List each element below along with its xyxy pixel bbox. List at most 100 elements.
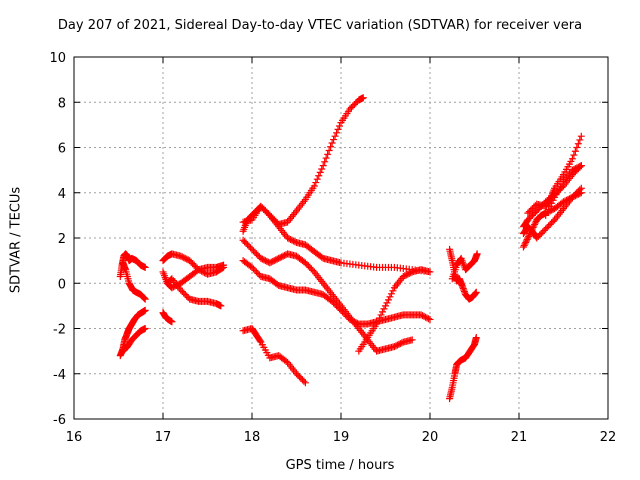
data-point — [177, 286, 185, 294]
data-point — [522, 237, 530, 245]
axis-ticks: 16 17 18 19 20 21 22 -6 -4 -2 0 2 4 6 8 10 — [49, 51, 616, 445]
data-point — [346, 315, 354, 323]
data-point — [254, 269, 262, 277]
series-c5 — [239, 257, 434, 328]
data-point — [263, 208, 271, 216]
data-point — [178, 288, 186, 296]
data-point — [473, 250, 481, 258]
data-point — [545, 205, 553, 213]
data-point — [533, 207, 541, 215]
x-tick-label: 18 — [244, 430, 261, 445]
data-point — [570, 165, 578, 173]
data-point — [352, 99, 360, 107]
data-point — [570, 192, 578, 200]
data-point — [267, 258, 275, 266]
data-point — [276, 254, 284, 262]
data-point — [531, 208, 539, 216]
x-tick-label: 16 — [66, 430, 83, 445]
data-point — [420, 312, 428, 320]
data-point — [217, 302, 225, 310]
y-tick-label: -2 — [53, 323, 66, 338]
data-point — [178, 253, 186, 261]
data-point — [571, 165, 579, 173]
data-point — [523, 236, 531, 244]
data-point — [568, 155, 576, 163]
data-point — [258, 255, 266, 263]
data-point — [247, 244, 255, 252]
data-point — [275, 254, 283, 262]
data-point — [531, 220, 539, 228]
series-a1 — [116, 306, 149, 360]
data-point — [270, 257, 278, 265]
data-point — [346, 105, 354, 113]
data-point — [382, 302, 389, 310]
data-point — [525, 214, 533, 222]
data-point — [249, 265, 257, 273]
data-point — [252, 268, 260, 276]
y-axis-label: SDTVAR / TECUs — [8, 186, 24, 294]
data-point — [186, 257, 194, 265]
data-point — [542, 211, 550, 219]
data-point — [392, 342, 400, 350]
data-point — [531, 219, 539, 227]
series-d1 — [446, 334, 480, 403]
data-point — [287, 236, 295, 244]
data-point — [528, 211, 536, 219]
data-point — [389, 287, 397, 295]
series-d3 — [448, 250, 481, 283]
data-point — [527, 213, 535, 221]
data-point — [273, 255, 281, 263]
data-point — [531, 202, 539, 210]
data-point — [321, 158, 329, 166]
data-point — [301, 259, 309, 267]
data-point — [340, 309, 348, 317]
data-point — [379, 308, 387, 316]
data-point — [322, 154, 330, 162]
data-point — [530, 222, 538, 230]
data-point — [249, 247, 257, 255]
data-point — [261, 207, 269, 215]
data-point — [330, 136, 338, 144]
data-point — [327, 143, 335, 151]
data-point — [426, 315, 434, 323]
data-point — [319, 162, 327, 170]
data-point — [396, 340, 404, 348]
data-point — [251, 266, 259, 274]
data-point — [269, 257, 277, 265]
series-b3 — [159, 261, 228, 292]
y-tick-label: 4 — [58, 187, 66, 202]
data-points — [116, 94, 585, 403]
data-point — [316, 168, 324, 176]
x-tick-label: 20 — [422, 430, 439, 445]
data-point — [273, 280, 281, 288]
data-point — [297, 374, 305, 382]
data-point — [334, 303, 342, 311]
data-point — [140, 294, 148, 302]
data-point — [285, 235, 293, 243]
data-point — [530, 210, 538, 218]
data-point — [264, 210, 272, 218]
data-point — [376, 314, 384, 322]
data-point — [251, 248, 259, 256]
data-point — [525, 232, 533, 240]
data-point — [347, 316, 355, 324]
data-point — [331, 300, 339, 308]
data-point — [248, 245, 256, 253]
data-point — [399, 272, 407, 280]
data-point — [402, 271, 410, 279]
data-point — [349, 102, 357, 110]
series-c6 — [355, 266, 434, 355]
data-point — [293, 370, 300, 378]
data-point — [282, 357, 290, 365]
data-point — [336, 305, 344, 313]
data-point — [574, 140, 582, 148]
data-point — [337, 306, 345, 314]
data-point — [281, 251, 289, 259]
data-point — [315, 172, 323, 180]
data-point — [181, 291, 189, 299]
data-point — [189, 260, 197, 268]
data-point — [539, 228, 547, 236]
data-point — [377, 311, 385, 319]
data-point — [338, 308, 346, 316]
data-point — [520, 242, 528, 250]
